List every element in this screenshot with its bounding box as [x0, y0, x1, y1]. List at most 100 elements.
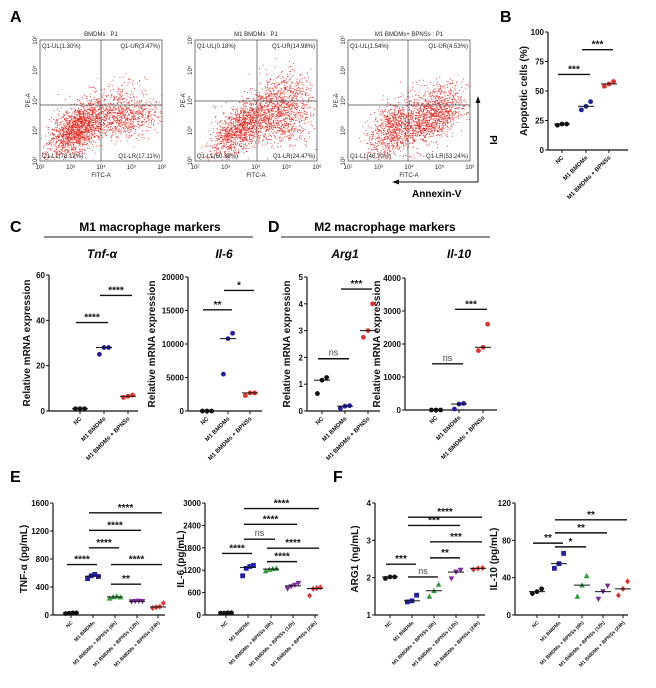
- flow-event-dot: [101, 124, 102, 125]
- flow-event-dot: [91, 133, 93, 135]
- flow-event-dot: [120, 95, 121, 97]
- flow-event-dot: [264, 120, 266, 122]
- flow-event-dot: [251, 123, 252, 125]
- flow-event-dot: [65, 149, 66, 151]
- flow-event-dot: [126, 122, 127, 123]
- flow-event-dot: [121, 112, 123, 113]
- flow-event-dot: [82, 148, 83, 150]
- flow-event-dot: [224, 122, 226, 124]
- flow-event-dot: [384, 142, 386, 144]
- flow-event-dot: [86, 96, 87, 97]
- flow-event-dot: [102, 119, 104, 121]
- flow-event-dot: [80, 124, 82, 126]
- panel-label-b: B: [500, 9, 512, 26]
- flow-event-dot: [240, 136, 242, 137]
- flow-event-dot: [81, 104, 83, 106]
- flow-event-dot: [79, 116, 81, 118]
- flow-event-dot: [74, 138, 76, 140]
- flow-event-dot: [64, 157, 65, 159]
- flow-event-dot: [283, 109, 284, 111]
- flow-event-dot: [246, 118, 248, 120]
- flow-event-dot: [248, 114, 249, 116]
- flow-event-dot: [118, 131, 119, 132]
- flow-event-dot: [418, 99, 420, 101]
- flow-event-dot: [235, 131, 237, 133]
- flow-event-dot: [65, 146, 67, 148]
- flow-event-dot: [227, 129, 229, 130]
- flow-event-dot: [109, 122, 111, 124]
- flow-event-dot: [223, 112, 225, 113]
- flow-event-dot: [288, 128, 290, 130]
- flow-event-dot: [64, 143, 66, 145]
- flow-event-dot: [271, 102, 272, 103]
- flow-event-dot: [220, 121, 222, 122]
- flow-event-dot: [82, 151, 83, 153]
- flow-event-dot: [260, 124, 261, 126]
- flow-event-dot: [246, 140, 248, 141]
- flow-event-dot: [370, 134, 372, 135]
- flow-event-dot: [81, 133, 83, 134]
- flow-event-dot: [253, 124, 255, 126]
- flow-event-dot: [118, 98, 119, 100]
- flow-event-dot: [87, 105, 89, 107]
- flow-event-dot: [68, 122, 70, 123]
- flow-event-dot: [108, 86, 109, 87]
- flow-event-dot: [279, 115, 281, 117]
- flow-event-dot: [250, 118, 252, 120]
- flow-event-dot: [270, 95, 272, 97]
- flow-event-dot: [215, 148, 217, 150]
- flow-event-dot: [270, 118, 272, 120]
- flow-event-dot: [403, 123, 405, 125]
- flow-event-dot: [117, 112, 119, 114]
- flow-event-dot: [114, 130, 116, 132]
- flow-event-dot: [56, 141, 57, 143]
- flow-event-dot: [233, 135, 235, 136]
- flow-event-dot: [118, 87, 119, 89]
- flow-event-dot: [242, 135, 244, 136]
- flow-event-dot: [257, 112, 258, 114]
- flow-event-dot: [298, 111, 300, 113]
- flow-event-dot: [127, 117, 128, 119]
- flow-event-dot: [114, 96, 116, 98]
- flow-event-dot: [229, 134, 231, 136]
- flow-event-dot: [62, 140, 63, 142]
- flow-event-dot: [84, 118, 86, 120]
- flow-event-dot: [102, 125, 104, 127]
- flow-event-dot: [61, 136, 63, 137]
- flow-event-dot: [69, 136, 71, 138]
- flow-event-dot: [112, 122, 114, 123]
- flow-event-dot: [221, 136, 223, 138]
- flow-event-dot: [94, 116, 96, 118]
- flow-event-dot: [86, 130, 88, 132]
- flow-event-dot: [94, 109, 95, 111]
- flow-event-dot: [127, 102, 129, 104]
- flow-event-dot: [89, 135, 90, 137]
- flow-event-dot: [231, 127, 233, 129]
- flow-event-dot: [376, 132, 378, 134]
- flow-event-dot: [266, 108, 268, 110]
- flow-event-dot: [240, 137, 242, 139]
- flow-event-dot: [223, 112, 225, 114]
- flow-event-dot: [225, 116, 227, 118]
- flow-event-dot: [290, 90, 292, 92]
- flow-event-dot: [128, 110, 130, 111]
- flow-event-dot: [243, 123, 245, 125]
- flow-event-dot: [376, 156, 378, 158]
- flow-event-dot: [264, 135, 266, 137]
- flow-event-dot: [242, 110, 244, 112]
- flow-event-dot: [55, 156, 57, 158]
- flow-event-dot: [57, 145, 59, 147]
- flow-event-dot: [114, 98, 116, 100]
- flow-event-dot: [269, 87, 270, 89]
- flow-event-dot: [51, 142, 53, 144]
- flow-event-dot: [76, 134, 78, 135]
- flow-event-dot: [121, 106, 123, 108]
- flow-event-dot: [76, 140, 78, 141]
- flow-event-dot: [97, 137, 99, 139]
- flow-event-dot: [58, 113, 59, 115]
- flow-event-dot: [235, 112, 236, 113]
- flow-event-dot: [224, 136, 226, 138]
- flow-event-dot: [243, 123, 245, 125]
- flow-event-dot: [375, 138, 376, 140]
- flow-event-dot: [156, 108, 158, 110]
